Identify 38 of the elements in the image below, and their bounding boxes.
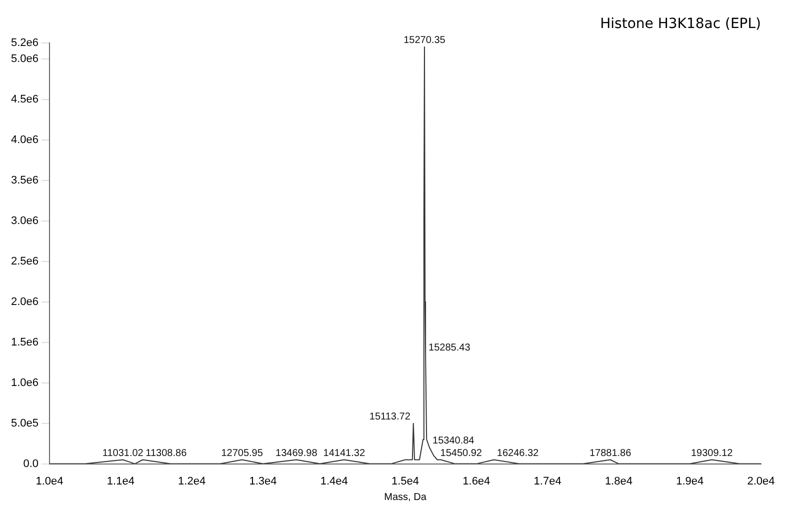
y-tick-label: 0.0 [23,458,39,470]
y-tick-label: 4.0e6 [10,134,39,146]
annotation: 13469.98 [276,448,318,459]
x-tick-label: 1.5e4 [392,475,420,488]
x-tick-label: 1.6e4 [462,475,490,488]
annotation: 14141.32 [323,448,366,459]
annotation: 17881.86 [589,448,632,459]
annotation: 11308.86 [146,448,188,459]
y-tick-label: 5.0e5 [10,417,39,430]
y-tick-label: 4.5e6 [10,94,39,106]
annotation: 12705.95 [221,448,264,459]
y-tick-label: 5.2e6 [10,36,39,49]
x-tick-label: 1.0e4 [36,475,64,488]
x-axis-title: Mass, Da [384,492,427,503]
y-tick-label: 2.5e6 [10,255,39,268]
x-tick-label: 1.3e4 [249,475,277,488]
y-tick-label: 5.0e6 [10,53,39,66]
y-tick-label: 1.0e6 [10,376,39,389]
annotation: 15270.35 [404,34,446,46]
x-tick-label: 1.9e4 [676,475,704,488]
annotation: 15340.84 [432,436,475,447]
x-tick-label: 1.2e4 [178,475,206,488]
y-tick-label: 3.0e6 [10,214,39,227]
x-tick-label: 2.0e4 [747,475,775,488]
chart-title: Histone H3K18ac (EPL) [600,16,761,32]
annotation: 15285.43 [428,342,471,354]
x-tick-label: 1.1e4 [106,475,134,488]
annotation: 11031.02 [102,448,144,459]
annotation: 15450.92 [440,448,482,459]
x-tick-label: 1.4e4 [320,475,348,488]
x-tick-label: 1.7e4 [534,475,562,488]
annotation: 15113.72 [369,411,411,422]
y-tick-label: 2.0e6 [10,296,39,308]
x-tick-label: 1.8e4 [604,475,632,488]
annotation: 16246.32 [496,448,540,459]
y-tick-label: 3.5e6 [10,174,39,186]
y-tick-label: 1.5e6 [10,336,39,348]
annotation: 19309.12 [690,448,734,459]
